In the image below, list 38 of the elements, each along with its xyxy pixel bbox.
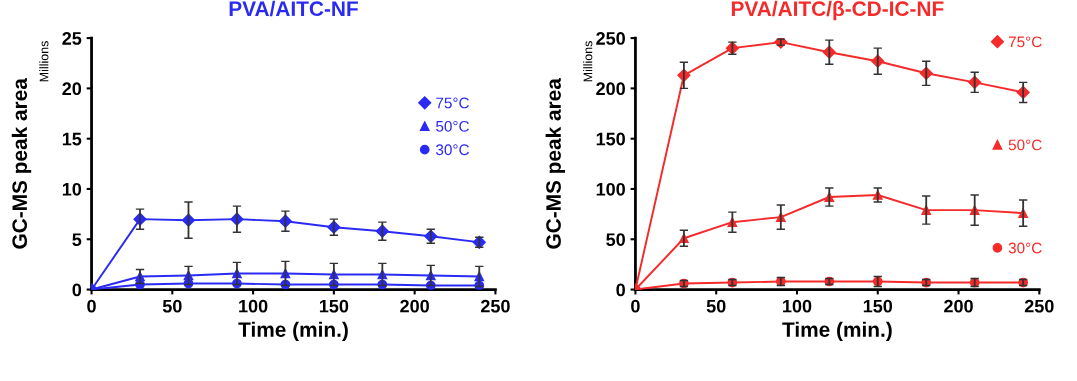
y-tick-label: 200 <box>596 82 625 96</box>
x-tick-label: 50 <box>162 299 182 313</box>
y-tick-label: 15 <box>62 132 82 146</box>
y-tick-label: 20 <box>62 82 82 96</box>
y-tick-label: 150 <box>596 132 625 146</box>
text: Millions <box>583 41 593 82</box>
legend-label: 50°C <box>436 120 469 132</box>
y-tick-label: 250 <box>596 32 625 45</box>
y-tick-label: 25 <box>62 32 82 45</box>
y-tick-label: 0 <box>72 283 82 297</box>
x-tick-label: 100 <box>783 299 812 313</box>
x-tick-label: 50 <box>706 299 726 313</box>
legend-label: 30°C <box>436 144 469 156</box>
x-tick-label: 200 <box>400 299 429 313</box>
x-tick-label: 200 <box>944 299 973 313</box>
y-tick-label: 50 <box>606 233 625 246</box>
legend-label: 75°C <box>436 97 469 109</box>
legend-label: 75°C <box>1008 36 1042 48</box>
text: Millions <box>39 41 49 82</box>
y-tick-label: 10 <box>62 182 82 196</box>
x-axis-title: Time (min.) <box>238 321 348 342</box>
x-axis-title: Time (min.) <box>782 321 892 342</box>
x-tick-label: 250 <box>1024 299 1054 313</box>
y-tick-label: 5 <box>72 233 82 246</box>
chart-title: PVA/AITC-NF <box>229 0 358 17</box>
x-tick-label: 0 <box>87 299 96 313</box>
legend-label: 30°C <box>1008 242 1042 254</box>
y-tick-label: 0 <box>616 283 625 297</box>
y-axis-title: GC-MS peak area <box>11 78 32 249</box>
y-axis-title: GC-MS peak area <box>545 78 566 249</box>
chart-title: PVA/AITC/β-CD-IC-NF <box>731 0 944 21</box>
x-tick-label: 0 <box>631 299 640 313</box>
x-tick-label: 250 <box>480 299 510 313</box>
x-tick-label: 150 <box>319 299 349 313</box>
x-tick-label: 150 <box>863 299 893 313</box>
x-tick-label: 100 <box>239 299 268 313</box>
legend-label: 50°C <box>1008 139 1042 151</box>
y-tick-label: 100 <box>596 182 625 196</box>
